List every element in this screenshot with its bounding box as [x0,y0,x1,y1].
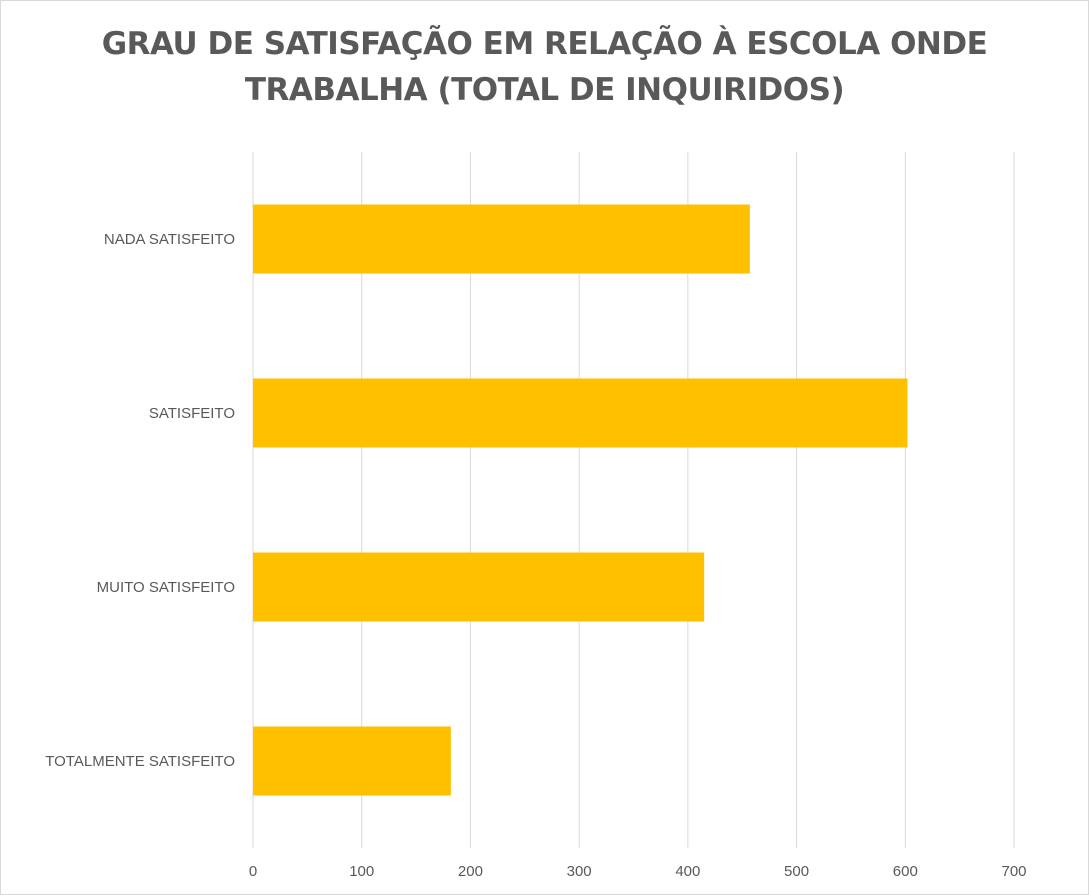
chart-title-line-2: TRABALHA (TOTAL DE INQUIRIDOS) [244,72,845,108]
bar-totalmente-satisfeito [253,726,451,796]
category-label: SATISFEITO [149,405,235,422]
bar-satisfeito [253,378,908,448]
bar-muito-satisfeito [253,552,705,622]
category-label: TOTALMENTE SATISFEITO [45,753,235,770]
category-label: MUITO SATISFEITO [97,579,235,596]
x-tick-label: 400 [675,863,700,880]
x-tick-label: 200 [458,863,483,880]
category-label: NADA SATISFEITO [104,231,235,248]
x-tick-label: 100 [349,863,374,880]
x-tick-label: 700 [1001,863,1026,880]
x-tick-label: 300 [567,863,592,880]
x-tick-label: 600 [893,863,918,880]
x-tick-label: 0 [249,863,257,880]
chart-title-line-1: GRAU DE SATISFAÇÃO EM RELAÇÃO À ESCOLA O… [101,26,988,62]
x-tick-label: 500 [784,863,809,880]
chart-title: GRAU DE SATISFAÇÃO EM RELAÇÃO À ESCOLA O… [1,21,1088,113]
bar-nada-satisfeito [253,204,750,274]
